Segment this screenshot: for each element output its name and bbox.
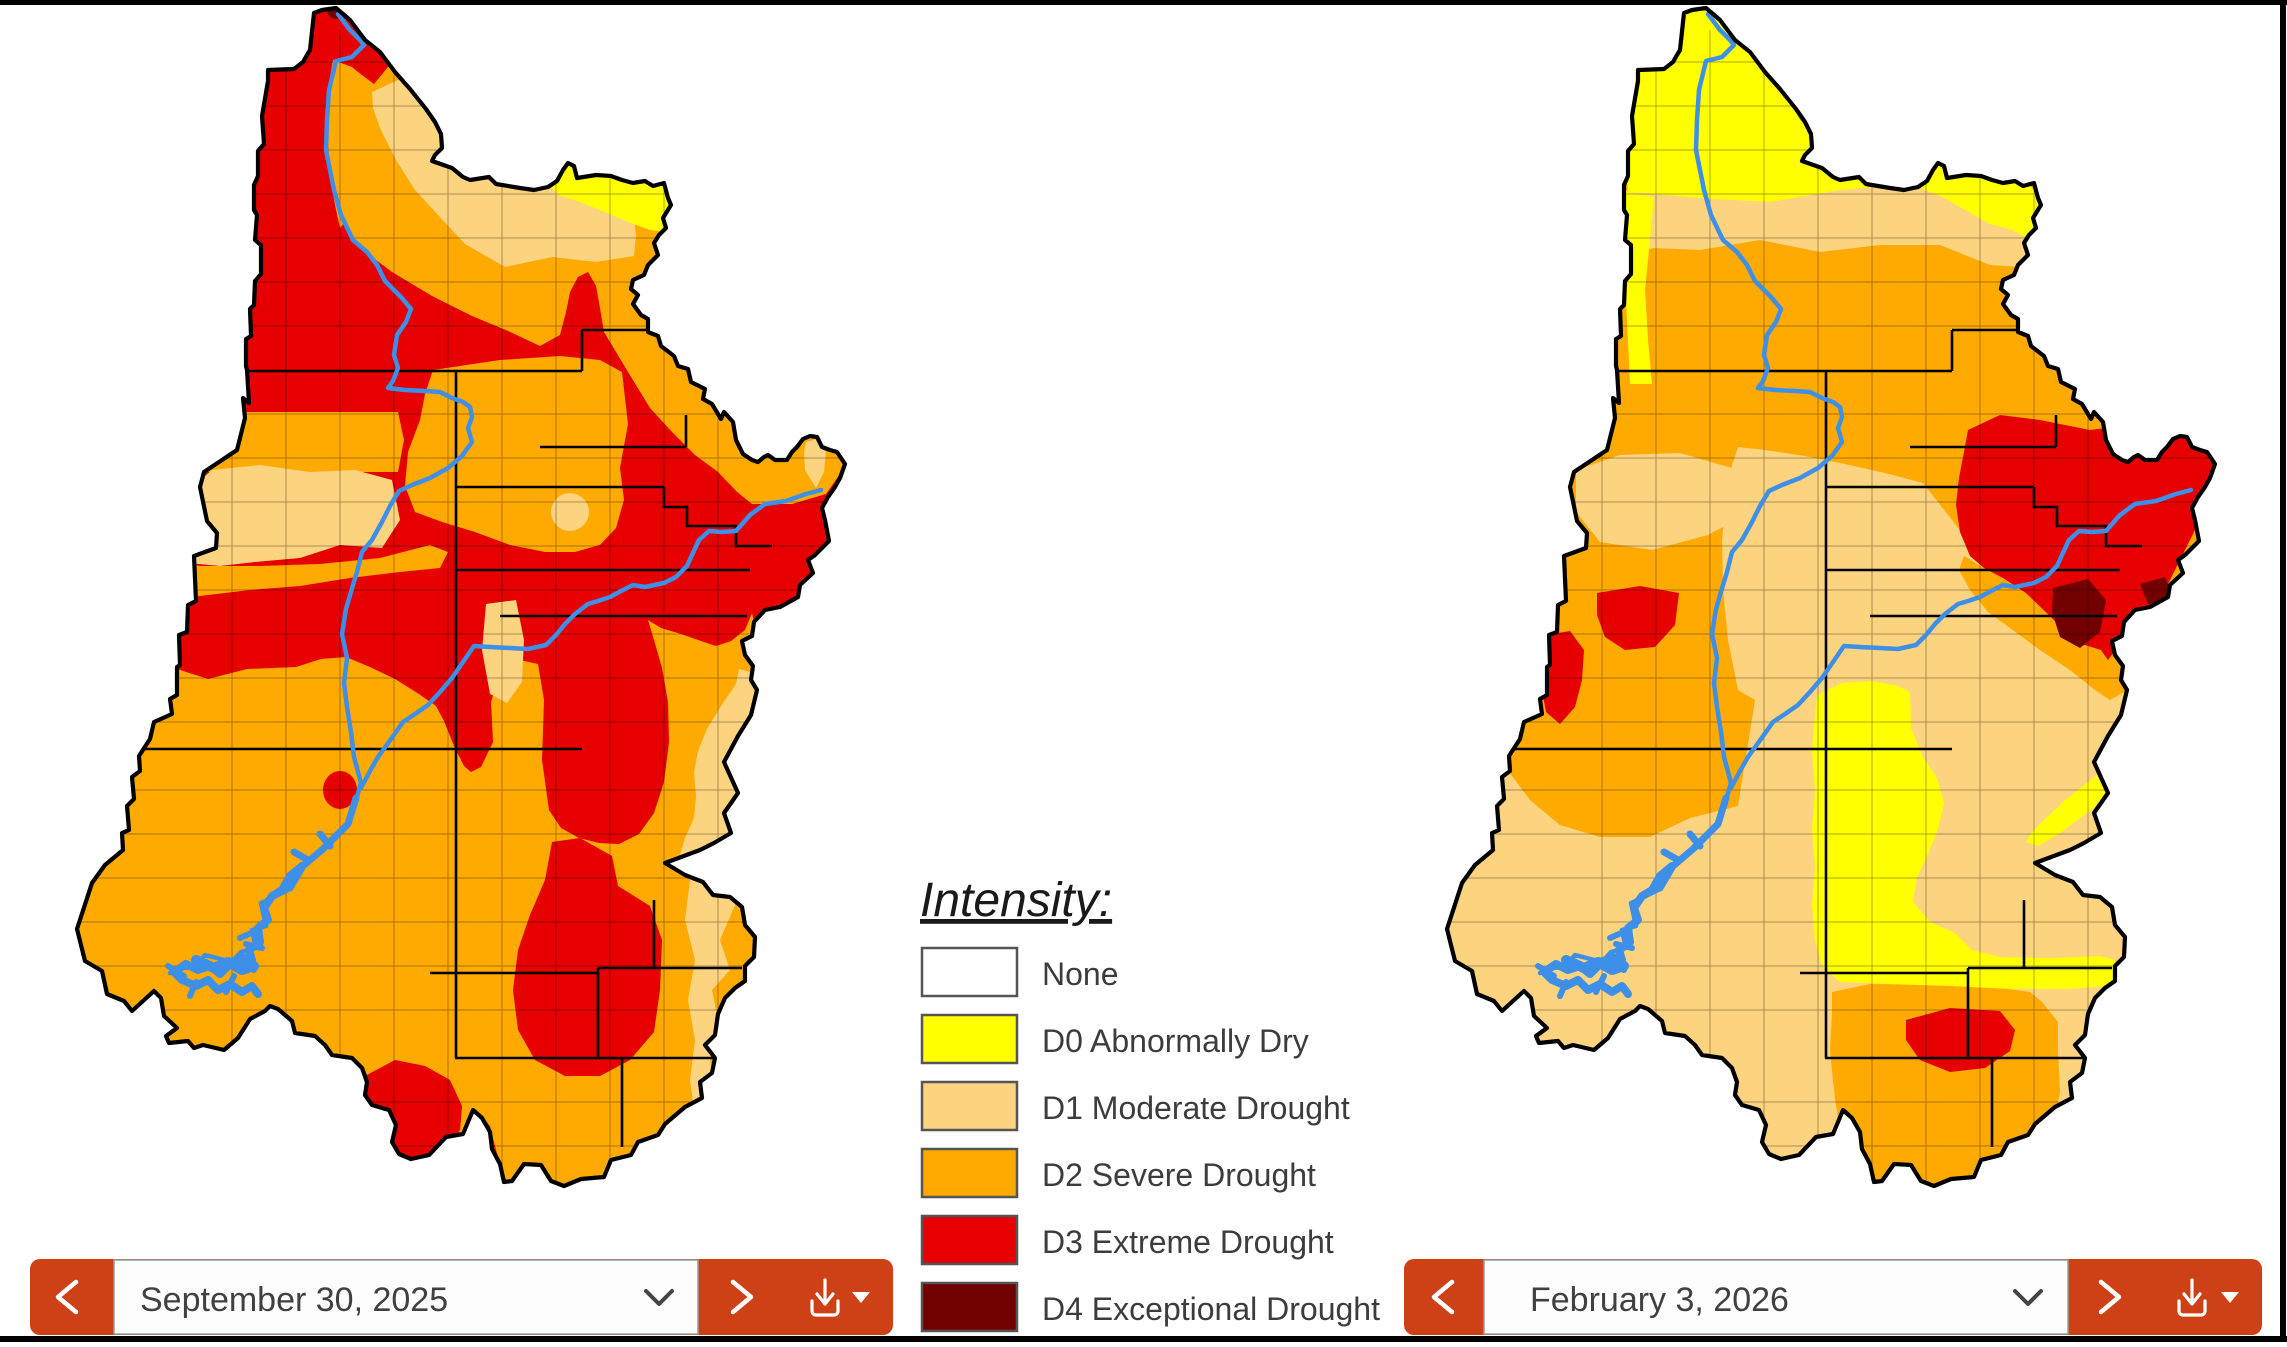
svg-text:February 3, 2026: February 3, 2026 bbox=[1530, 1281, 1789, 1319]
svg-text:September 30, 2025: September 30, 2025 bbox=[140, 1281, 448, 1319]
svg-text:None: None bbox=[1042, 956, 1119, 992]
svg-text:D4 Exceptional Drought: D4 Exceptional Drought bbox=[1042, 1291, 1380, 1327]
svg-text:D2 Severe Drought: D2 Severe Drought bbox=[1042, 1157, 1316, 1193]
svg-text:D3 Extreme Drought: D3 Extreme Drought bbox=[1042, 1224, 1334, 1260]
svg-text:Intensity:: Intensity: bbox=[920, 874, 1112, 927]
svg-text:D1 Moderate Drought: D1 Moderate Drought bbox=[1042, 1090, 1350, 1126]
svg-text:D0 Abnormally Dry: D0 Abnormally Dry bbox=[1042, 1023, 1309, 1059]
